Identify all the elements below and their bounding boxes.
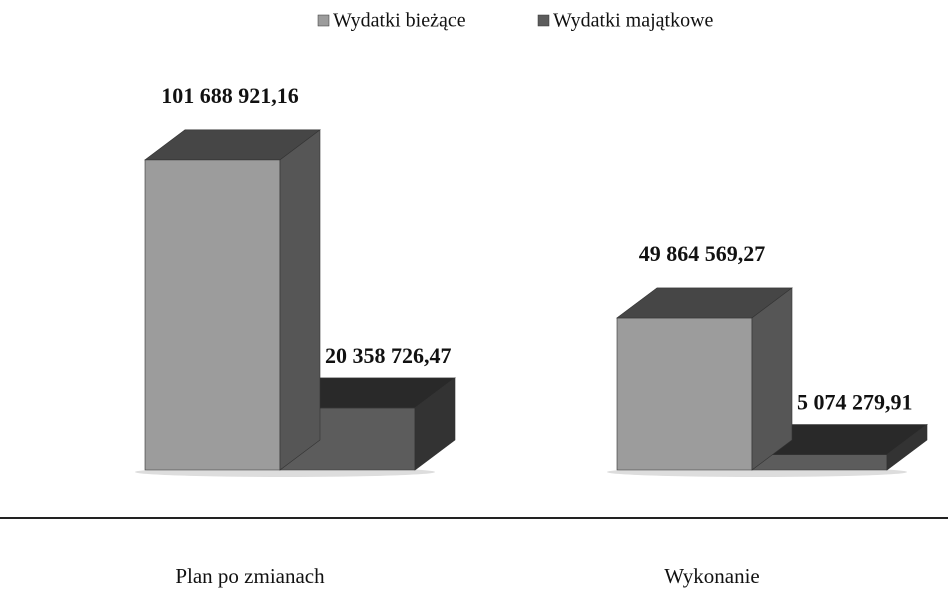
x-tick-label: Wykonanie <box>664 564 760 588</box>
bar-side <box>751 287 793 471</box>
legend-swatch <box>317 14 330 27</box>
bar-front <box>616 317 753 471</box>
bar-front <box>144 159 281 471</box>
data-label: 20 358 726,47 <box>325 343 452 368</box>
bar-side <box>414 377 456 471</box>
bar-side <box>279 129 321 471</box>
data-label: 101 688 921,16 <box>161 83 299 108</box>
bar <box>616 287 793 471</box>
legend-label: Wydatki bieżące <box>333 10 466 32</box>
bar-front <box>751 454 888 471</box>
x-tick-label: Plan po zmianach <box>175 564 325 588</box>
bar <box>144 129 321 471</box>
data-label: 49 864 569,27 <box>639 241 766 266</box>
legend-swatch <box>537 14 550 27</box>
legend-label: Wydatki majątkowe <box>553 10 714 32</box>
bar-side <box>886 423 928 471</box>
data-label: 5 074 279,91 <box>797 390 913 415</box>
